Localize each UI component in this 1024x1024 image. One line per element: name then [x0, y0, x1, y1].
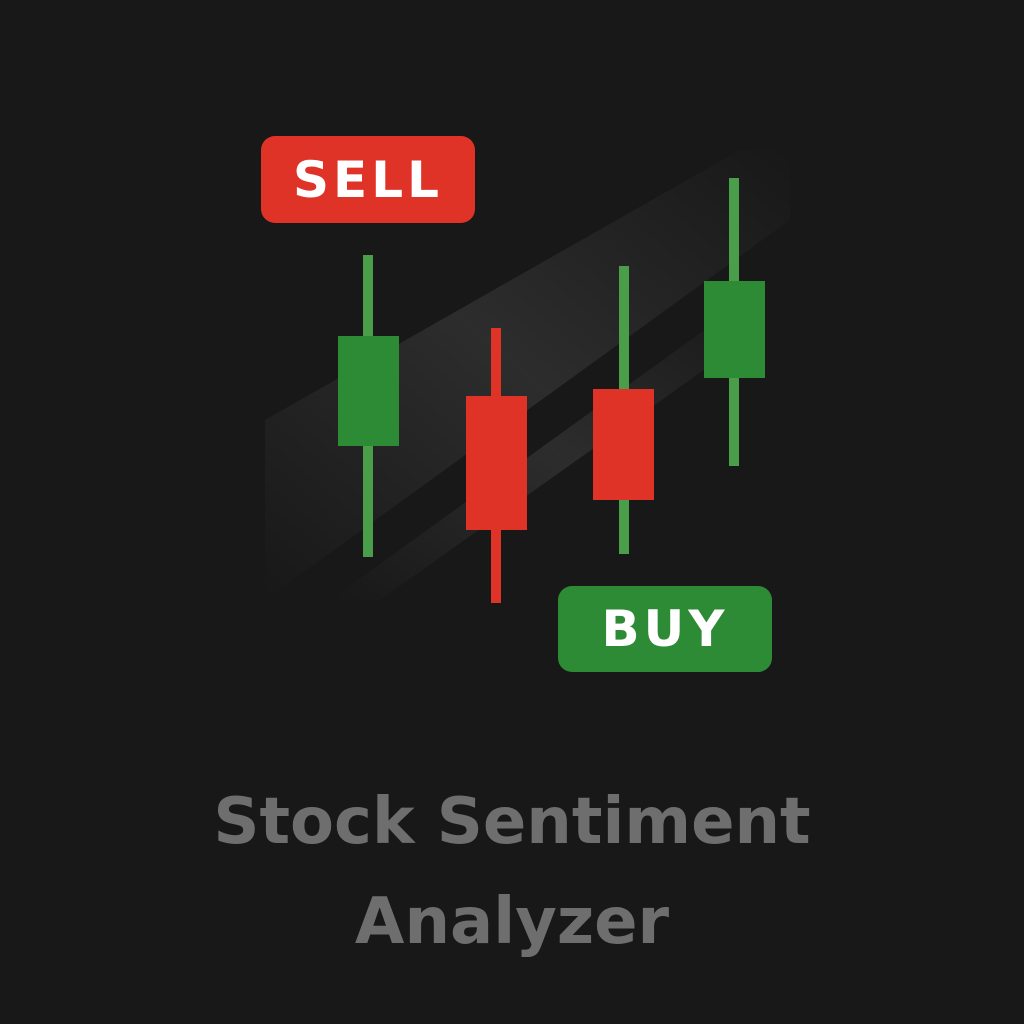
buy-badge: BUY — [558, 586, 772, 672]
candle-3-bearish — [593, 266, 654, 554]
sell-badge: SELL — [261, 136, 475, 223]
light-streaks — [265, 150, 790, 600]
candle-2-bearish — [466, 328, 527, 603]
candle-4-bullish — [704, 178, 765, 466]
app-title-line-2: Analyzer — [354, 885, 670, 959]
app-title-line-1: Stock Sentiment — [213, 785, 811, 859]
candle-1-bullish — [338, 255, 399, 557]
